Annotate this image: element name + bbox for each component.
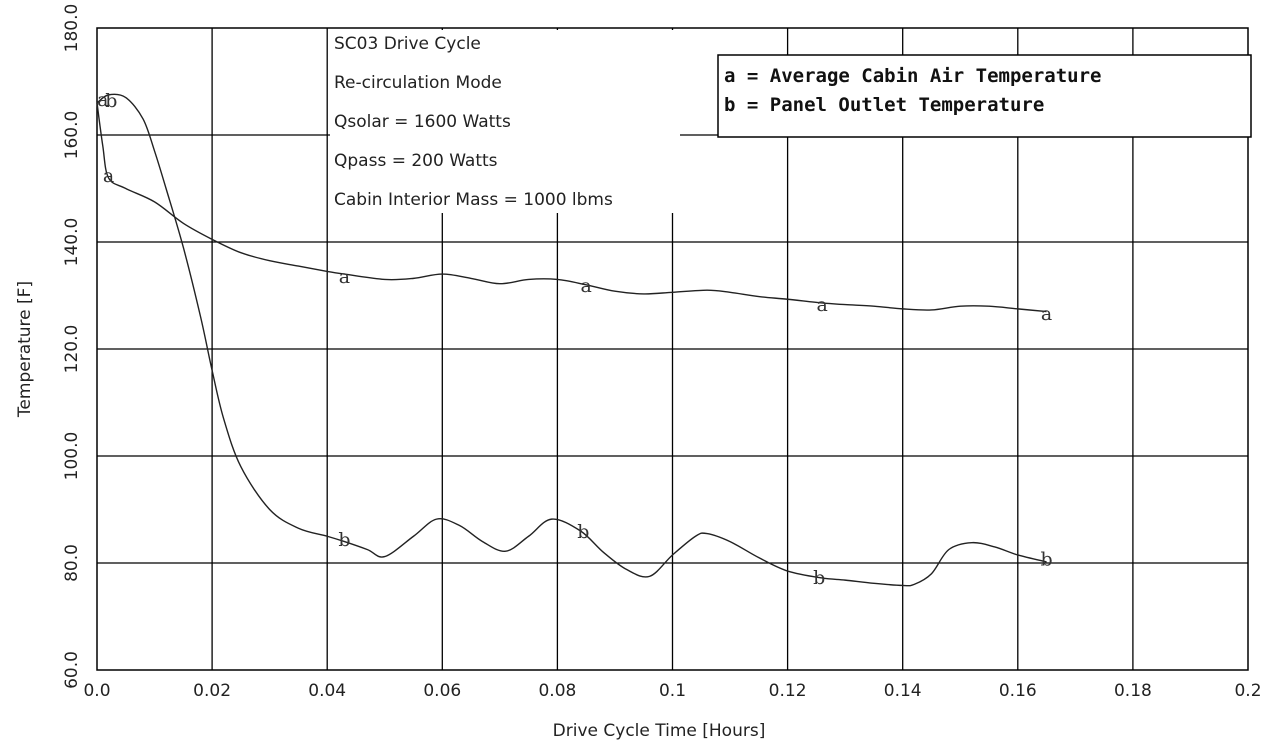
y-tick-label: 180.0 (62, 4, 82, 53)
plot-frame (96, 27, 1249, 671)
x-tick-label: 0.0 (83, 681, 110, 701)
x-tick-label: 0.08 (538, 681, 576, 701)
point-marker-a: a (581, 275, 592, 297)
point-marker-b: b (577, 521, 589, 543)
annotation-line: Re-circulation Mode (334, 73, 502, 93)
y-axis-title: Temperature [F] (15, 281, 35, 418)
series-line-b (96, 93, 1047, 587)
y-tick-label: 120.0 (62, 325, 82, 374)
point-marker-a: a (1041, 303, 1052, 325)
y-tick-label: 160.0 (62, 111, 82, 160)
point-marker-b: b (338, 529, 350, 551)
x-tick-label: 0.18 (1114, 681, 1152, 701)
x-tick-label: 0.14 (884, 681, 922, 701)
point-marker-a: a (103, 165, 114, 187)
y-tick-label: 80.0 (62, 544, 82, 582)
point-marker-b: b (105, 90, 117, 112)
x-axis-title: Drive Cycle Time [Hours] (553, 721, 766, 741)
legend: a = Average Cabin Air Temperature b = Pa… (717, 54, 1252, 138)
x-tick-label: 0.02 (193, 681, 231, 701)
legend-entry-b: b = Panel Outlet Temperature (724, 94, 1044, 116)
x-tick-label: 0.2 (1234, 681, 1261, 701)
x-tick-label: 0.12 (769, 681, 807, 701)
legend-entry-a: a = Average Cabin Air Temperature (724, 65, 1102, 87)
x-tick-label: 0.1 (659, 681, 686, 701)
x-tick-label: 0.06 (423, 681, 461, 701)
x-tick-labels: 0.0 0.02 0.04 0.06 0.08 0.1 0.12 0.14 0.16 0.18 0.… (83, 681, 1261, 701)
annotation-block: SC03 Drive Cycle Re-circulation Mode Qso… (334, 34, 613, 210)
annotation-line: Cabin Interior Mass = 1000 lbms (334, 190, 613, 210)
y-tick-label: 100.0 (62, 432, 82, 481)
y-tick-label: 60.0 (62, 651, 82, 689)
point-marker-a: a (816, 294, 827, 316)
point-marker-b: b (813, 567, 825, 589)
y-tick-labels: 60.0 80.0 100.0 120.0 140.0 160.0 180.0 (62, 4, 82, 689)
x-tick-label: 0.16 (999, 681, 1037, 701)
annotation-line: SC03 Drive Cycle (334, 34, 481, 54)
legend-box (717, 54, 1252, 138)
point-markers: aaa aa abb bbb (97, 89, 1053, 589)
point-marker-b: b (1040, 548, 1052, 570)
point-marker-a: a (339, 266, 350, 288)
annotation-panel (330, 30, 680, 213)
annotation-line: Qsolar = 1600 Watts (334, 112, 511, 132)
x-tick-label: 0.04 (308, 681, 346, 701)
point-marker-a: a (97, 89, 108, 111)
annotation-line: Qpass = 200 Watts (334, 151, 498, 171)
series-line-a (96, 102, 1047, 313)
series-lines (96, 93, 1047, 587)
y-tick-label: 140.0 (62, 218, 82, 267)
